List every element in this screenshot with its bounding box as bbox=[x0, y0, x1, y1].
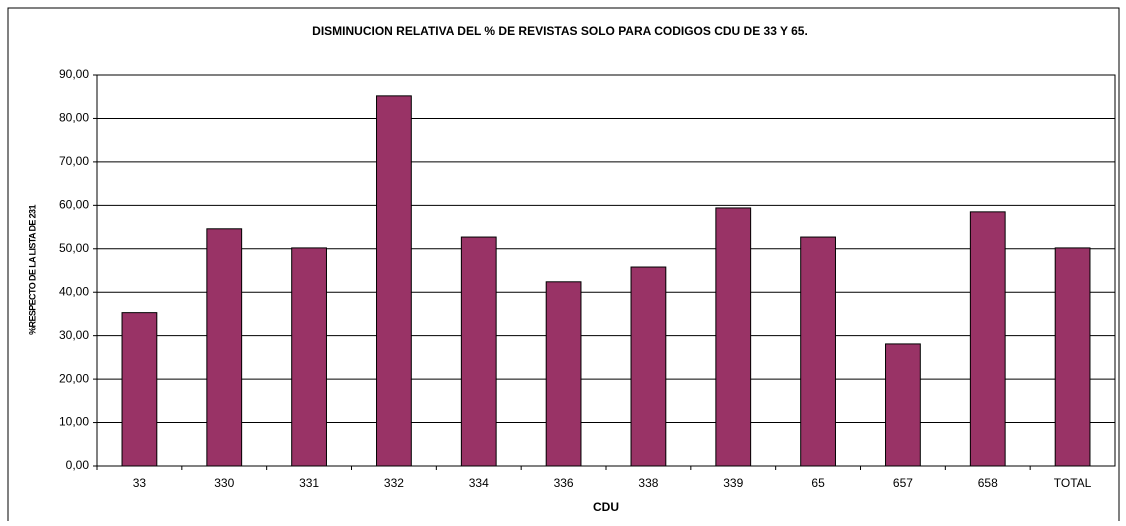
y-axis-label: %RESPECTO DE LA LISTA DE 231 bbox=[27, 205, 37, 335]
x-tick-label: 331 bbox=[299, 476, 319, 490]
bar bbox=[885, 343, 921, 467]
x-axis-label: CDU bbox=[593, 500, 619, 514]
y-tick-label: 90,00 bbox=[59, 67, 89, 81]
bar bbox=[460, 236, 497, 467]
bar bbox=[206, 228, 243, 467]
bar bbox=[969, 211, 1006, 467]
bar bbox=[630, 266, 667, 467]
x-tick-label: 334 bbox=[469, 476, 489, 490]
x-tick-label: 657 bbox=[893, 476, 913, 490]
x-tick-label: 33 bbox=[133, 476, 147, 490]
x-tick-label: 332 bbox=[384, 476, 404, 490]
bar bbox=[376, 95, 412, 467]
bar bbox=[121, 312, 158, 467]
y-tick-label: 40,00 bbox=[59, 284, 89, 298]
x-tick-label: 330 bbox=[214, 476, 234, 490]
y-tick-label: 50,00 bbox=[59, 241, 89, 255]
y-tick-label: 30,00 bbox=[59, 328, 89, 342]
x-tick-label: 339 bbox=[723, 476, 743, 490]
bar bbox=[800, 236, 836, 467]
x-tick-label: 338 bbox=[638, 476, 658, 490]
y-tick-label: 60,00 bbox=[59, 198, 89, 212]
y-tick-label: 0,00 bbox=[66, 458, 90, 472]
x-tick-label: 658 bbox=[978, 476, 998, 490]
bar bbox=[1054, 247, 1091, 467]
x-tick-label: 336 bbox=[554, 476, 574, 490]
x-tick-label: TOTAL bbox=[1054, 476, 1092, 490]
bar bbox=[291, 247, 327, 467]
bar bbox=[545, 281, 582, 467]
y-tick-label: 20,00 bbox=[59, 371, 89, 385]
x-tick-label: 65 bbox=[811, 476, 825, 490]
y-tick-label: 70,00 bbox=[59, 154, 89, 168]
y-tick-label: 10,00 bbox=[59, 415, 89, 429]
y-tick-label: 80,00 bbox=[59, 111, 89, 125]
bar bbox=[715, 207, 752, 467]
chart-title: DISMINUCION RELATIVA DEL % DE REVISTAS S… bbox=[312, 24, 808, 38]
